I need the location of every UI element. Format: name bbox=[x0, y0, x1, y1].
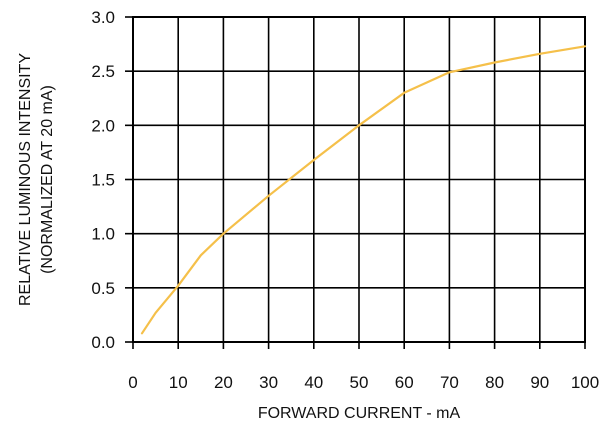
y-tick-label: 2.0 bbox=[91, 116, 115, 135]
axis-ticks bbox=[125, 16, 586, 349]
y-tick-label: 1.5 bbox=[91, 171, 115, 190]
y-tick-label: 0.0 bbox=[91, 333, 115, 352]
x-tick-labels: 0 10 20 30 40 50 60 70 80 90 100 bbox=[128, 373, 599, 392]
x-axis-title: FORWARD CURRENT - mA bbox=[258, 405, 461, 422]
x-tick-label: 60 bbox=[395, 373, 414, 392]
y-tick-labels: 0.0 0.5 1.0 1.5 2.0 2.5 3.0 bbox=[91, 8, 115, 352]
y-axis-title-line2: (NORMALIZED AT 20 mA) bbox=[39, 85, 56, 274]
y-tick-label: 2.5 bbox=[91, 62, 115, 81]
x-tick-label: 30 bbox=[259, 373, 278, 392]
x-tick-label: 90 bbox=[530, 373, 549, 392]
x-tick-label: 10 bbox=[169, 373, 188, 392]
x-tick-label: 0 bbox=[128, 373, 137, 392]
x-tick-label: 80 bbox=[485, 373, 504, 392]
y-tick-label: 3.0 bbox=[91, 8, 115, 27]
x-tick-label: 100 bbox=[571, 373, 599, 392]
grid bbox=[132, 16, 586, 343]
plot-frame bbox=[132, 16, 586, 343]
series-group bbox=[140, 45, 587, 335]
y-axis-title-line1: RELATIVE LUMINOUS INTENSITY bbox=[17, 53, 34, 306]
x-tick-label: 40 bbox=[304, 373, 323, 392]
x-tick-label: 70 bbox=[440, 373, 459, 392]
y-tick-label: 1.0 bbox=[91, 225, 115, 244]
x-tick-label: 50 bbox=[350, 373, 369, 392]
x-tick-label: 20 bbox=[214, 373, 233, 392]
series-line bbox=[140, 45, 587, 335]
y-tick-label: 0.5 bbox=[91, 279, 115, 298]
